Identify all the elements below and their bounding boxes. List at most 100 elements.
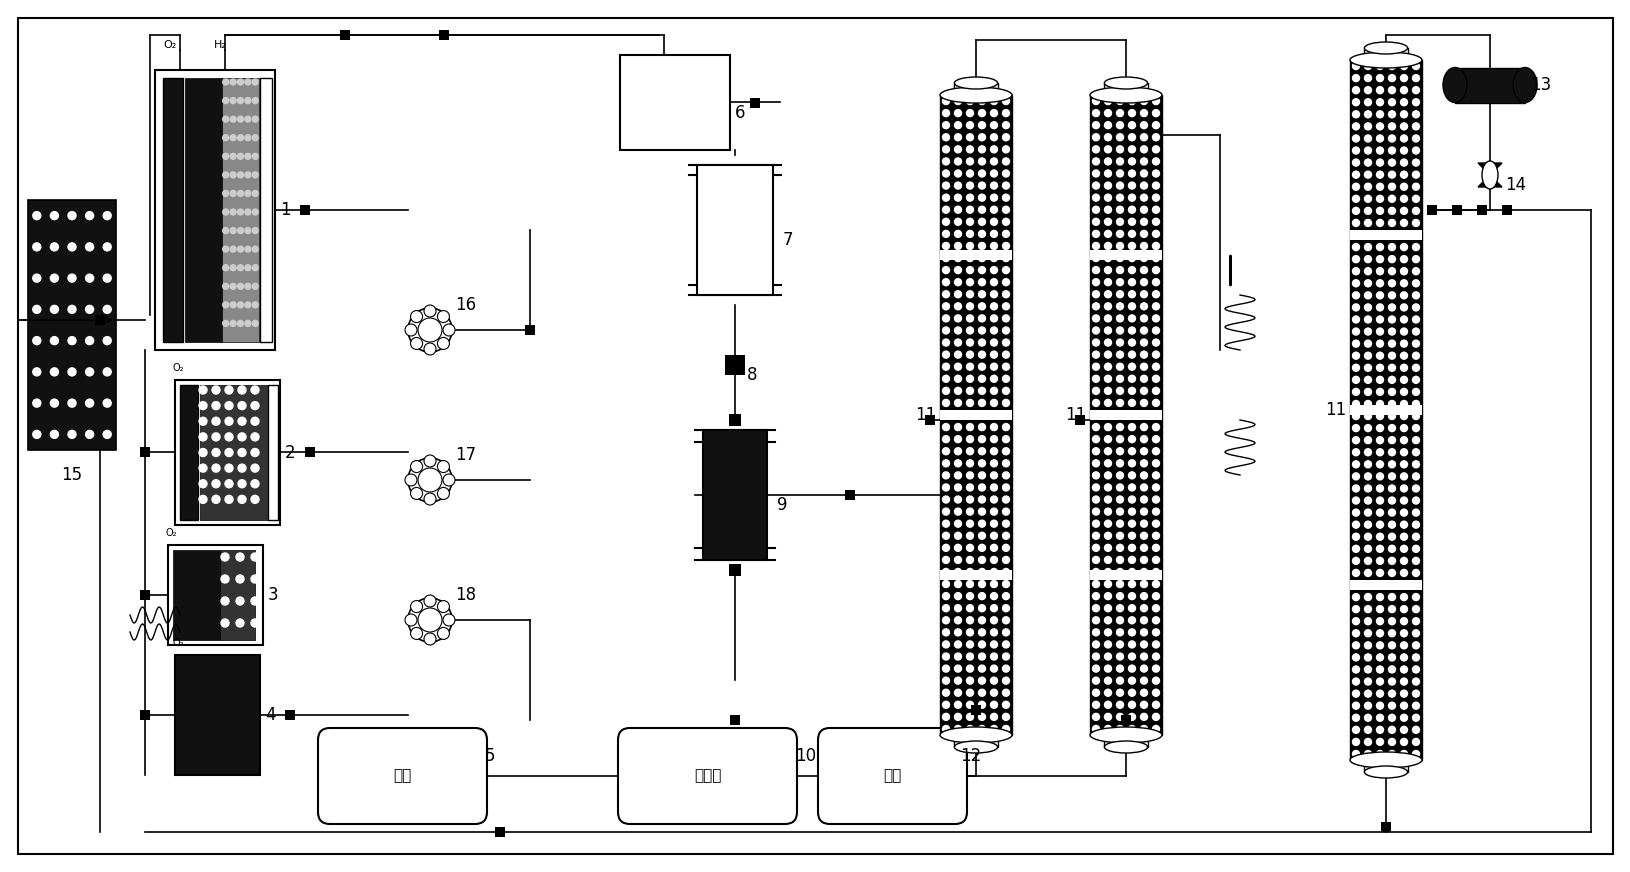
Circle shape xyxy=(212,386,220,394)
Circle shape xyxy=(942,436,949,443)
Circle shape xyxy=(51,337,59,344)
Circle shape xyxy=(1092,267,1099,274)
Circle shape xyxy=(1139,267,1148,274)
Circle shape xyxy=(1104,424,1110,431)
Circle shape xyxy=(1412,557,1418,564)
Circle shape xyxy=(1128,726,1134,732)
Bar xyxy=(729,414,740,426)
Circle shape xyxy=(954,532,962,539)
Bar xyxy=(1350,405,1421,415)
Circle shape xyxy=(1412,569,1418,576)
Circle shape xyxy=(967,194,973,201)
Circle shape xyxy=(1104,364,1110,371)
Text: 5: 5 xyxy=(484,747,496,765)
Circle shape xyxy=(238,402,246,410)
Ellipse shape xyxy=(1089,727,1161,743)
Circle shape xyxy=(942,218,949,225)
Circle shape xyxy=(1139,182,1148,189)
Circle shape xyxy=(1139,230,1148,237)
Circle shape xyxy=(1364,690,1371,697)
Circle shape xyxy=(253,209,258,215)
Circle shape xyxy=(1092,484,1099,491)
Bar xyxy=(259,78,272,342)
Circle shape xyxy=(1104,617,1110,623)
Circle shape xyxy=(103,431,111,439)
Circle shape xyxy=(1139,604,1148,611)
Circle shape xyxy=(1351,316,1359,323)
Circle shape xyxy=(967,508,973,515)
Circle shape xyxy=(1139,653,1148,660)
Circle shape xyxy=(1412,195,1418,202)
Circle shape xyxy=(1364,304,1371,311)
Circle shape xyxy=(1412,606,1418,613)
Circle shape xyxy=(1092,182,1099,189)
Circle shape xyxy=(1152,133,1159,140)
Circle shape xyxy=(1117,170,1123,177)
Circle shape xyxy=(1412,255,1418,262)
Circle shape xyxy=(1128,146,1134,153)
Circle shape xyxy=(1104,146,1110,153)
Circle shape xyxy=(967,303,973,310)
Bar xyxy=(1451,205,1460,215)
Circle shape xyxy=(1152,472,1159,479)
Circle shape xyxy=(1387,231,1395,239)
Circle shape xyxy=(967,375,973,382)
Circle shape xyxy=(1351,666,1359,673)
Circle shape xyxy=(1400,509,1407,516)
Circle shape xyxy=(1139,447,1148,454)
Circle shape xyxy=(1117,387,1123,394)
Circle shape xyxy=(1092,713,1099,720)
Circle shape xyxy=(1104,375,1110,382)
Circle shape xyxy=(1152,424,1159,431)
Circle shape xyxy=(989,290,998,297)
Circle shape xyxy=(220,619,228,627)
Circle shape xyxy=(1364,497,1371,504)
Circle shape xyxy=(1104,496,1110,503)
Circle shape xyxy=(1400,642,1407,649)
Circle shape xyxy=(1128,290,1134,297)
Circle shape xyxy=(1376,594,1382,601)
Circle shape xyxy=(1364,195,1371,202)
Circle shape xyxy=(1152,726,1159,732)
Circle shape xyxy=(236,575,244,583)
Circle shape xyxy=(1002,267,1009,274)
Circle shape xyxy=(1104,218,1110,225)
Circle shape xyxy=(253,302,258,308)
Circle shape xyxy=(1400,678,1407,685)
Circle shape xyxy=(1002,665,1009,672)
Circle shape xyxy=(1002,701,1009,708)
Circle shape xyxy=(1400,521,1407,528)
Circle shape xyxy=(1152,290,1159,297)
Circle shape xyxy=(1364,678,1371,685)
Circle shape xyxy=(1376,690,1382,697)
Circle shape xyxy=(1128,110,1134,117)
Circle shape xyxy=(1092,665,1099,672)
Circle shape xyxy=(1387,606,1395,613)
Circle shape xyxy=(223,172,228,178)
Circle shape xyxy=(230,153,236,160)
Circle shape xyxy=(1002,726,1009,732)
Circle shape xyxy=(1002,110,1009,117)
Circle shape xyxy=(1412,473,1418,480)
Circle shape xyxy=(1117,447,1123,454)
Circle shape xyxy=(1364,328,1371,335)
Circle shape xyxy=(1387,666,1395,673)
Circle shape xyxy=(244,116,251,122)
Circle shape xyxy=(942,290,949,297)
Circle shape xyxy=(1152,532,1159,539)
Circle shape xyxy=(253,116,258,122)
Circle shape xyxy=(1117,364,1123,371)
Circle shape xyxy=(1400,751,1407,758)
Ellipse shape xyxy=(939,727,1011,743)
Circle shape xyxy=(1351,111,1359,118)
Circle shape xyxy=(1104,701,1110,708)
Circle shape xyxy=(244,134,251,140)
Circle shape xyxy=(1351,183,1359,190)
Circle shape xyxy=(989,230,998,237)
Circle shape xyxy=(978,242,985,249)
Bar xyxy=(339,30,350,40)
Circle shape xyxy=(942,581,949,588)
Circle shape xyxy=(954,653,962,660)
Circle shape xyxy=(1117,375,1123,382)
Circle shape xyxy=(424,595,435,607)
